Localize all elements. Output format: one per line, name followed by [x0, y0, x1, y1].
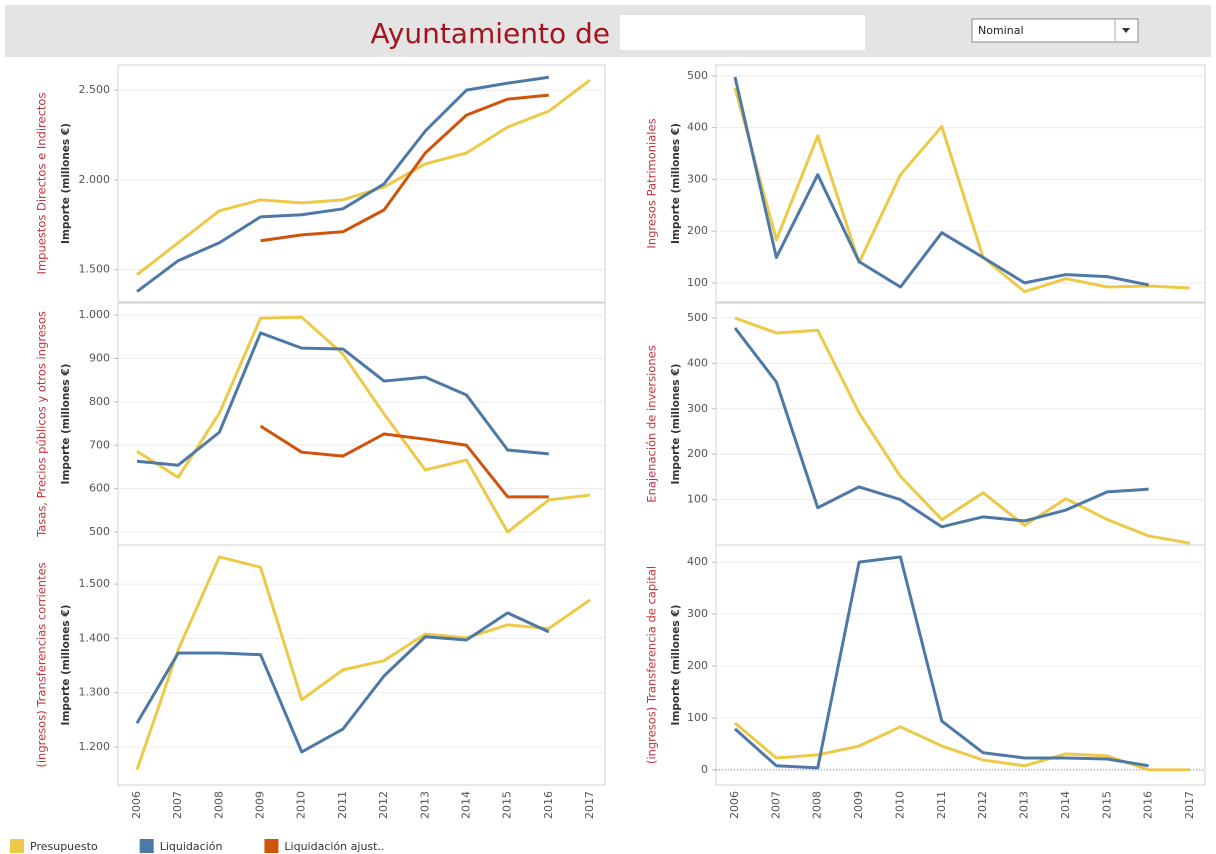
y-tick-label: 500	[687, 311, 708, 324]
x-tick-label: 2014	[459, 791, 472, 819]
x-tick-label: 2011	[935, 791, 948, 819]
data-line	[260, 93, 549, 243]
x-tick-label: 2013	[418, 791, 431, 819]
y-tick-label: 200	[687, 659, 708, 672]
y-tick-label: 1.300	[79, 686, 111, 699]
panel-title: Enajenación de inversiones	[645, 345, 659, 502]
y-tick-label: 100	[687, 276, 708, 289]
y-tick-label: 1.400	[79, 631, 111, 644]
legend-swatch	[10, 839, 24, 853]
y-tick-label: 800	[89, 395, 110, 408]
x-tick-label: 2016	[1142, 791, 1155, 819]
legend-label: Presupuesto	[30, 840, 98, 853]
y-axis-label: Importe (millones €)	[60, 123, 72, 244]
y-tick-label: 200	[687, 447, 708, 460]
legend-label: Liquidación	[160, 840, 223, 853]
y-tick-label: 500	[687, 69, 708, 82]
panel-frame	[117, 64, 606, 303]
y-tick-label: 600	[89, 482, 110, 495]
x-tick-label: 2014	[1059, 791, 1072, 819]
y-axis-label: Importe (millones €)	[670, 364, 682, 485]
dropdown[interactable]: Nominal	[971, 18, 1139, 43]
y-tick-label: 700	[89, 438, 110, 451]
x-tick-label: 2010	[893, 791, 906, 819]
panel-title: Tasas, Precios públicos y otros ingresos	[35, 311, 49, 538]
y-tick-label: 1.500	[79, 263, 111, 276]
x-tick-label: 2016	[542, 791, 555, 819]
panel-title: (ingresos) Transferencias corrientes	[35, 562, 49, 767]
data-line	[136, 75, 550, 293]
y-tick-label: 400	[687, 121, 708, 134]
y-tick-label: 1.000	[79, 308, 111, 321]
legend-label: Liquidación ajust..	[284, 840, 384, 853]
x-tick-label: 2008	[212, 791, 225, 819]
panel-frame	[715, 544, 1206, 786]
data-line	[136, 78, 591, 276]
x-tick-label: 2012	[976, 791, 989, 819]
y-tick-label: 400	[687, 356, 708, 369]
data-line	[733, 76, 1149, 289]
panel-title: Impuestos Directos e Indirectos	[35, 93, 49, 275]
x-tick-label: 2011	[336, 791, 349, 819]
data-line	[136, 315, 591, 534]
x-tick-label: 2013	[1018, 791, 1031, 819]
x-tick-label: 2007	[769, 791, 782, 819]
x-tick-label: 2015	[501, 791, 514, 819]
x-tick-label: 2009	[852, 791, 865, 819]
y-tick-label: 500	[89, 525, 110, 538]
y-axis-label: Importe (millones €)	[60, 364, 72, 485]
y-tick-label: 100	[687, 493, 708, 506]
x-tick-label: 2008	[811, 791, 824, 819]
y-tick-label: 300	[687, 172, 708, 185]
data-line	[733, 327, 1149, 529]
x-tick-label: 2009	[254, 791, 267, 819]
y-axis-label: Importe (millones €)	[60, 605, 72, 726]
data-line	[734, 316, 1191, 545]
data-line	[135, 611, 550, 754]
x-tick-label: 2010	[295, 791, 308, 819]
x-tick-label: 2006	[130, 791, 143, 819]
y-tick-label: 400	[687, 555, 708, 568]
panel-frame	[715, 64, 1206, 303]
y-axis-label: Importe (millones €)	[670, 605, 682, 726]
x-tick-label: 2015	[1100, 791, 1113, 819]
dropdown-box[interactable]	[971, 18, 1139, 43]
y-tick-label: 2.500	[79, 83, 111, 96]
x-tick-label: 2007	[171, 791, 184, 819]
y-tick-label: 1.500	[79, 577, 111, 590]
data-line	[734, 722, 1190, 772]
x-tick-label: 2012	[377, 791, 390, 819]
data-line	[135, 555, 591, 771]
panel-frame	[117, 544, 606, 786]
y-tick-label: 100	[687, 711, 708, 724]
dropdown-arrow[interactable]	[1122, 28, 1130, 33]
dropdown-value[interactable]: Nominal	[978, 24, 1024, 37]
data-line	[259, 424, 549, 499]
y-tick-label: 1.200	[79, 740, 111, 753]
legend-swatch	[139, 839, 154, 853]
panel-title: (ingresos) Transferencia de capital	[645, 566, 659, 764]
data-line	[734, 555, 1149, 770]
legend-swatch	[264, 839, 279, 853]
y-tick-label: 0	[701, 763, 708, 776]
panel-title: Ingresos Patrimoniales	[645, 118, 659, 248]
data-line	[733, 87, 1191, 294]
panel-frame	[117, 302, 606, 546]
y-axis-label: Importe (millones €)	[670, 123, 682, 244]
x-tick-label: 2006	[728, 791, 741, 819]
y-tick-label: 900	[89, 352, 110, 365]
y-tick-label: 300	[687, 402, 708, 415]
x-tick-label: 2017	[1183, 791, 1196, 819]
x-tick-label: 2017	[583, 791, 596, 819]
y-tick-label: 300	[687, 607, 708, 620]
redacted-box	[620, 15, 865, 50]
header-title: Ayuntamiento de	[371, 17, 611, 50]
data-line	[136, 331, 549, 467]
y-tick-label: 200	[687, 224, 708, 237]
y-tick-label: 2.000	[79, 173, 111, 186]
